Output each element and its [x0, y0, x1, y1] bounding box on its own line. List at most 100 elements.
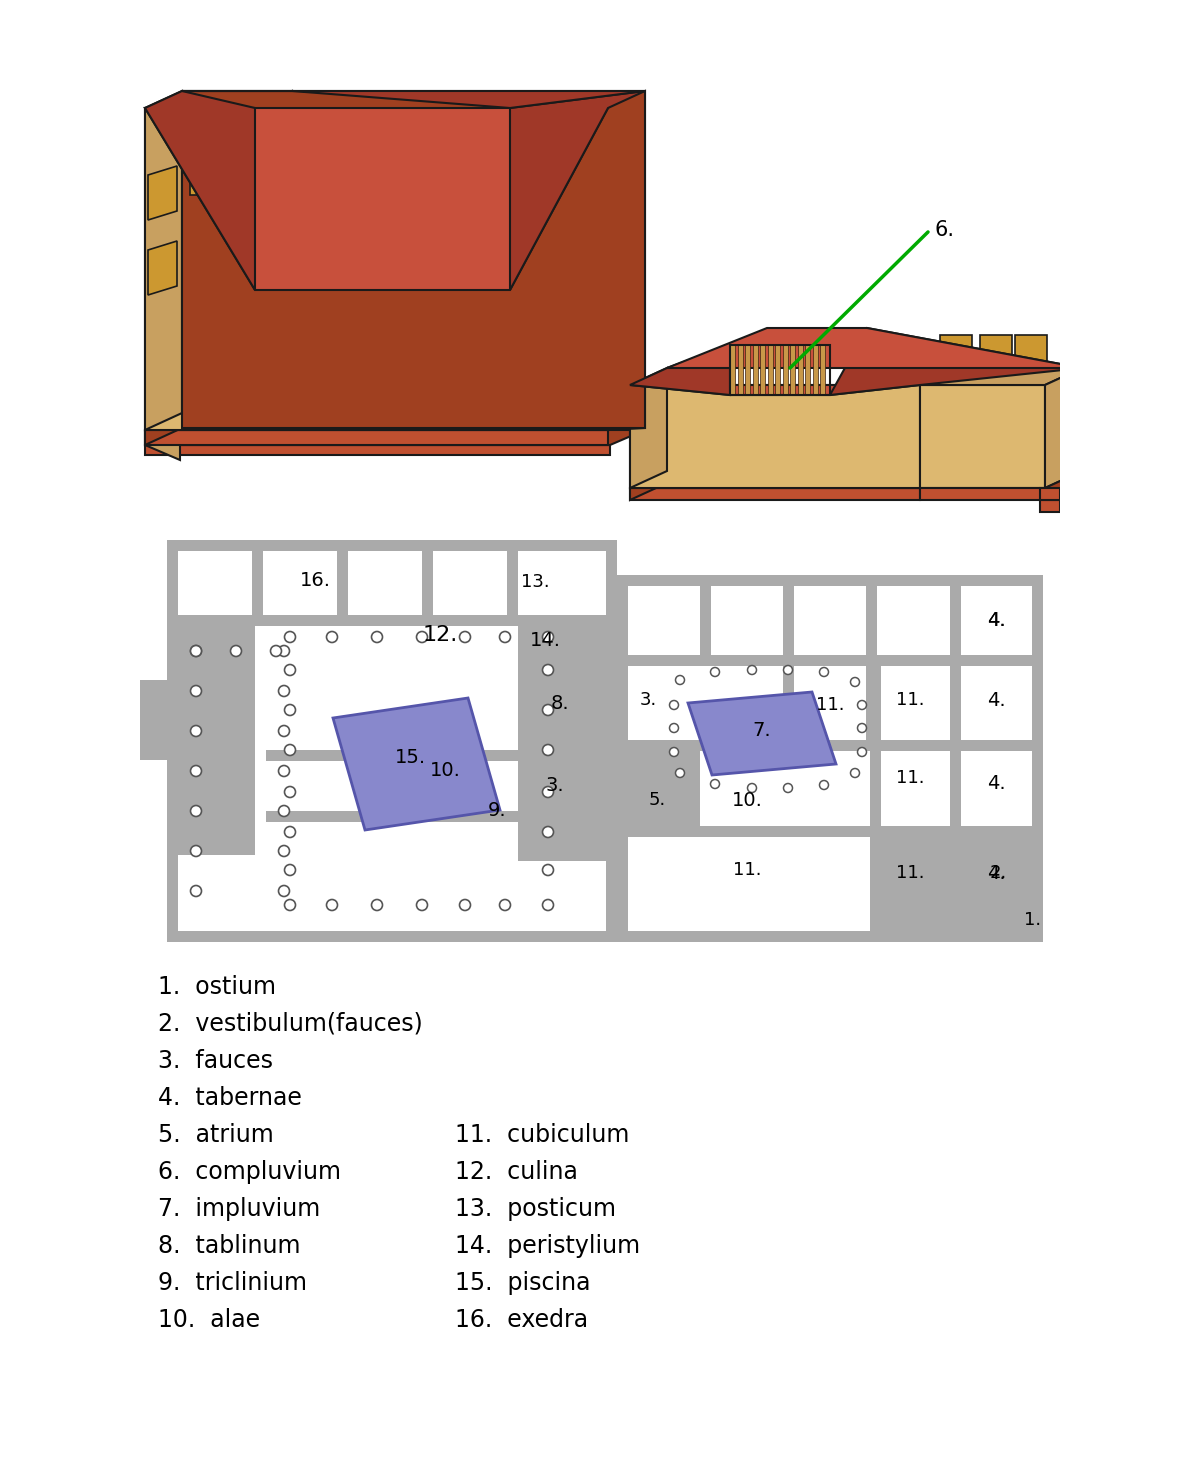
Polygon shape: [920, 488, 1045, 500]
Polygon shape: [920, 385, 1045, 488]
Circle shape: [284, 865, 295, 875]
Polygon shape: [784, 586, 794, 666]
Polygon shape: [145, 430, 608, 445]
Circle shape: [858, 700, 866, 710]
Text: 8.: 8.: [551, 694, 569, 713]
Text: 4.  tabernae: 4. tabernae: [158, 1086, 302, 1110]
Polygon shape: [403, 109, 410, 289]
Polygon shape: [348, 109, 355, 289]
Circle shape: [542, 865, 553, 875]
Polygon shape: [700, 586, 710, 666]
Polygon shape: [145, 108, 608, 430]
Text: 3.: 3.: [546, 776, 564, 795]
Polygon shape: [881, 827, 1032, 837]
Polygon shape: [145, 430, 646, 445]
Polygon shape: [881, 741, 1032, 751]
Circle shape: [278, 846, 289, 856]
Polygon shape: [806, 655, 846, 666]
Text: 14.: 14.: [529, 630, 560, 649]
Circle shape: [326, 631, 337, 643]
Circle shape: [460, 900, 470, 910]
Polygon shape: [950, 666, 961, 741]
Polygon shape: [260, 109, 266, 289]
Text: 1.: 1.: [1025, 911, 1042, 929]
Circle shape: [670, 723, 678, 732]
Text: 10.: 10.: [430, 761, 461, 780]
Polygon shape: [422, 551, 433, 625]
Polygon shape: [812, 346, 817, 395]
Polygon shape: [178, 637, 244, 844]
Polygon shape: [290, 615, 325, 625]
Polygon shape: [167, 932, 617, 942]
Polygon shape: [628, 751, 700, 827]
Polygon shape: [510, 90, 646, 290]
Text: 10.  alae: 10. alae: [158, 1308, 260, 1333]
Polygon shape: [630, 385, 920, 395]
Text: 4.: 4.: [986, 863, 1006, 882]
Polygon shape: [617, 574, 1043, 586]
Text: 9.: 9.: [487, 800, 506, 819]
Text: 15.: 15.: [395, 748, 426, 767]
Polygon shape: [254, 90, 292, 290]
Polygon shape: [145, 108, 608, 290]
Polygon shape: [628, 586, 1032, 932]
Text: 7.  impluvium: 7. impluvium: [158, 1197, 320, 1220]
Circle shape: [542, 786, 553, 798]
Circle shape: [191, 685, 202, 697]
Polygon shape: [304, 109, 311, 289]
Polygon shape: [617, 932, 1043, 942]
Polygon shape: [1045, 367, 1082, 488]
Polygon shape: [630, 367, 667, 488]
Text: 11.: 11.: [816, 695, 845, 714]
Circle shape: [278, 646, 289, 656]
Circle shape: [820, 780, 828, 789]
Polygon shape: [359, 109, 366, 289]
Polygon shape: [446, 109, 454, 289]
Circle shape: [542, 745, 553, 755]
Polygon shape: [640, 751, 689, 815]
Text: 9.  triclinium: 9. triclinium: [158, 1271, 307, 1295]
Polygon shape: [630, 488, 920, 500]
Polygon shape: [630, 471, 667, 500]
Polygon shape: [730, 346, 734, 395]
Polygon shape: [529, 771, 606, 850]
Polygon shape: [940, 335, 972, 370]
Polygon shape: [252, 551, 263, 625]
Text: 3.: 3.: [640, 691, 656, 709]
Text: 11.: 11.: [895, 768, 924, 787]
Polygon shape: [1015, 335, 1046, 370]
Polygon shape: [508, 551, 518, 625]
Polygon shape: [178, 615, 606, 625]
Text: 4.: 4.: [986, 611, 1006, 630]
Polygon shape: [752, 346, 757, 395]
Polygon shape: [346, 149, 383, 195]
Circle shape: [820, 668, 828, 677]
Circle shape: [851, 768, 859, 777]
Polygon shape: [630, 471, 958, 488]
Circle shape: [191, 885, 202, 897]
Text: 7.: 7.: [752, 720, 772, 739]
Circle shape: [372, 900, 383, 910]
Polygon shape: [293, 109, 300, 289]
Polygon shape: [436, 109, 443, 289]
Circle shape: [284, 745, 295, 755]
Polygon shape: [167, 691, 178, 749]
Polygon shape: [148, 241, 178, 295]
Polygon shape: [1040, 488, 1060, 500]
Circle shape: [748, 665, 756, 675]
Polygon shape: [334, 698, 500, 830]
Polygon shape: [980, 335, 1012, 370]
Polygon shape: [518, 551, 606, 615]
Text: 13.: 13.: [521, 573, 550, 590]
Polygon shape: [961, 837, 1032, 932]
Polygon shape: [798, 346, 803, 395]
Circle shape: [676, 675, 684, 684]
Polygon shape: [113, 691, 178, 749]
Polygon shape: [414, 109, 421, 289]
Polygon shape: [430, 149, 468, 195]
Text: 8.  tablinum: 8. tablinum: [158, 1233, 300, 1258]
Polygon shape: [518, 625, 617, 671]
Text: 13.  posticum: 13. posticum: [455, 1197, 616, 1220]
Text: 1.  ostium: 1. ostium: [158, 975, 276, 999]
Polygon shape: [768, 346, 773, 395]
